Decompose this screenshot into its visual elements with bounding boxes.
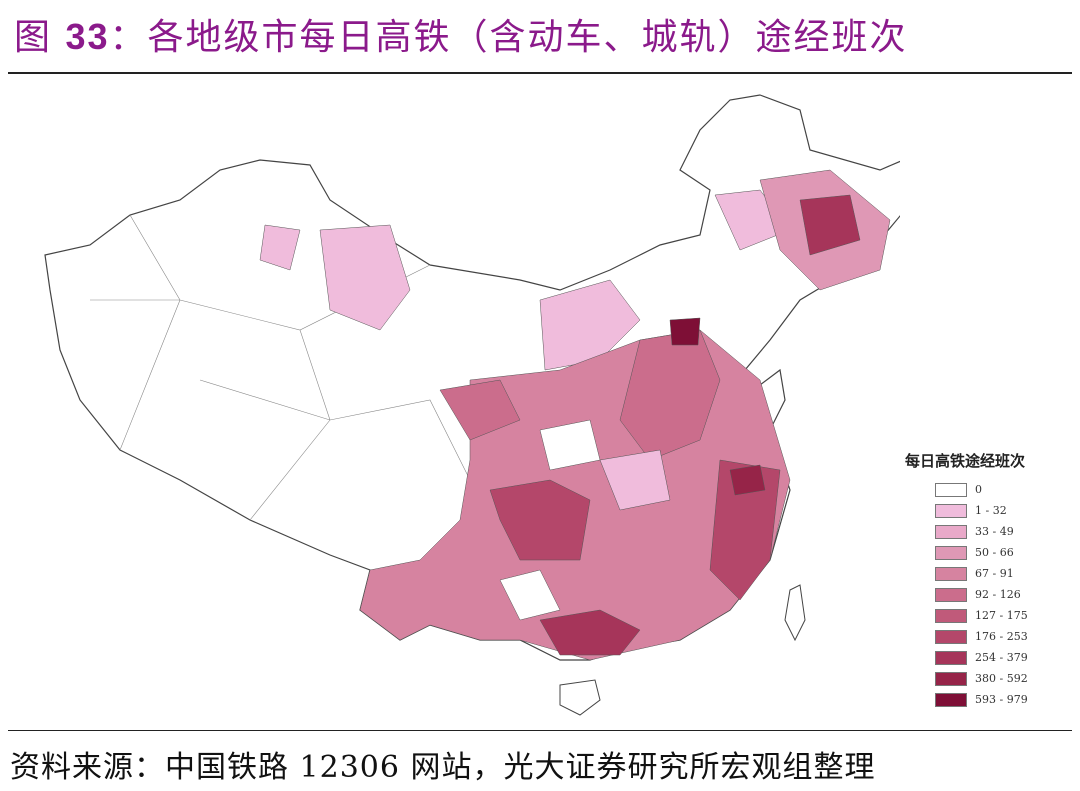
legend-label: 254 - 379 — [975, 651, 1028, 664]
shaded-region — [599, 449, 671, 511]
shaded-region — [439, 379, 521, 441]
shaded-region — [319, 224, 411, 331]
legend-title: 每日高铁途经班次 — [905, 452, 1026, 470]
legend-swatch — [935, 671, 967, 686]
shaded-region — [259, 224, 301, 271]
legend-swatch — [935, 587, 967, 602]
legend-item: 50 - 66 — [935, 542, 1028, 563]
legend-swatch — [935, 566, 967, 581]
legend-item: 593 - 979 — [935, 689, 1028, 710]
legend-swatch — [935, 650, 967, 665]
legend-item: 127 - 175 — [935, 605, 1028, 626]
shaded-region — [489, 479, 591, 561]
legend-label: 0 — [975, 483, 982, 496]
legend-swatch — [935, 629, 967, 644]
legend-label: 92 - 126 — [975, 588, 1021, 601]
legend-items: 0 1 - 32 33 - 49 50 - 66 67 - 91 92 - 126 127 … — [905, 479, 1028, 710]
legend-label: 50 - 66 — [975, 546, 1014, 559]
title-text: ：各地级市每日高铁（含动车、城轨）途经班次 — [109, 17, 908, 58]
legend-label: 176 - 253 — [975, 630, 1028, 643]
legend-swatch — [935, 692, 967, 707]
legend-swatch — [935, 503, 967, 518]
hainan — [559, 679, 601, 716]
shaded-region — [619, 329, 721, 461]
legend-label: 380 - 592 — [975, 672, 1028, 685]
legend: 每日高铁途经班次 0 1 - 32 33 - 49 50 - 66 67 - 91 92 … — [905, 450, 1028, 710]
legend-item: 254 - 379 — [935, 647, 1028, 668]
top-rule — [8, 72, 1072, 74]
shaded-regions — [259, 169, 891, 661]
legend-item: 92 - 126 — [935, 584, 1028, 605]
region-borders — [90, 214, 471, 521]
legend-label: 1 - 32 — [975, 504, 1007, 517]
source-note: 资料来源：中国铁路 12306 网站，光大证券研究所宏观组整理 — [10, 750, 876, 785]
legend-item: 0 — [935, 479, 1028, 500]
legend-item: 380 - 592 — [935, 668, 1028, 689]
shaded-region — [499, 569, 561, 621]
legend-swatch — [935, 524, 967, 539]
legend-swatch — [935, 545, 967, 560]
legend-item: 176 - 253 — [935, 626, 1028, 647]
title-number: 33 — [65, 16, 110, 57]
legend-label: 33 - 49 — [975, 525, 1014, 538]
legend-item: 1 - 32 — [935, 500, 1028, 521]
legend-item: 67 - 91 — [935, 563, 1028, 584]
legend-swatch — [935, 482, 967, 497]
shaded-region — [729, 464, 766, 496]
shaded-region — [709, 459, 781, 601]
figure-title: 图 33：各地级市每日高铁（含动车、城轨）途经班次 — [14, 8, 908, 60]
bottom-rule — [8, 730, 1072, 731]
legend-label: 593 - 979 — [975, 693, 1028, 706]
legend-item: 33 - 49 — [935, 521, 1028, 542]
shaded-region — [539, 609, 641, 656]
shaded-region — [799, 194, 861, 256]
shaded-region — [539, 419, 601, 471]
title-prefix: 图 — [14, 17, 53, 58]
shaded-region — [669, 317, 701, 346]
shaded-region — [539, 279, 641, 371]
china-map — [44, 94, 900, 716]
legend-swatch — [935, 608, 967, 623]
legend-label: 67 - 91 — [975, 567, 1014, 580]
taiwan — [784, 584, 806, 642]
legend-label: 127 - 175 — [975, 609, 1028, 622]
